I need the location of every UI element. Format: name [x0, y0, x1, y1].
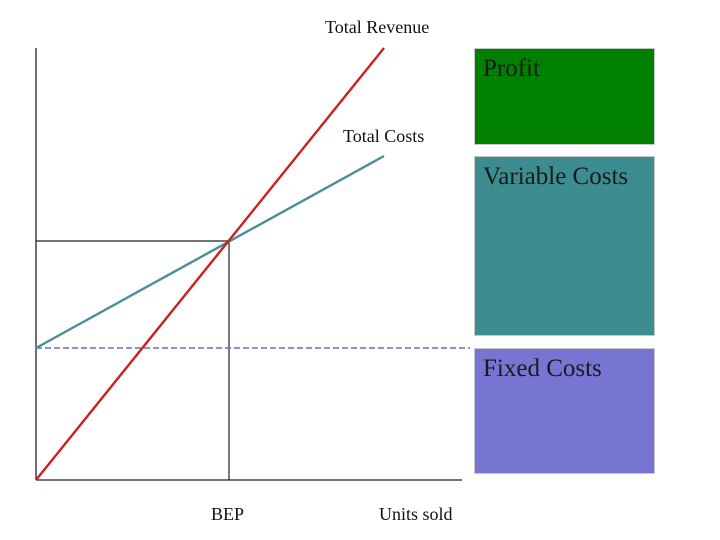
- total-revenue-line: [35, 47, 385, 481]
- total-costs-label: Total Costs: [343, 126, 425, 146]
- total-revenue-label: Total Revenue: [325, 17, 430, 37]
- profit-box: Profit: [474, 48, 655, 145]
- fixed-costs-box: Fixed Costs: [474, 348, 655, 474]
- variable-costs-box: Variable Costs: [474, 156, 655, 336]
- units-sold-label: Units sold: [379, 504, 453, 524]
- profit-label: Profit: [483, 55, 540, 82]
- variable-costs-label: Variable Costs: [483, 163, 629, 190]
- total-costs-line: [35, 154, 385, 350]
- bep-label: BEP: [211, 504, 245, 524]
- fixed-costs-label: Fixed Costs: [483, 355, 602, 382]
